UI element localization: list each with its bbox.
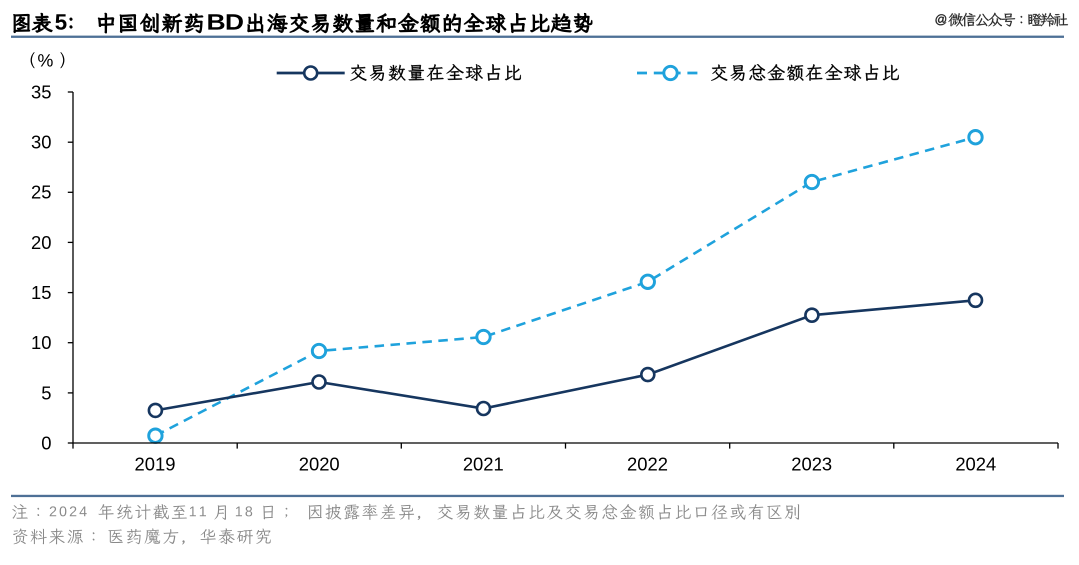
svg-text:20: 20 (31, 232, 51, 253)
svg-text:2023: 2023 (791, 453, 832, 474)
svg-text:2021: 2021 (463, 453, 504, 474)
svg-text:2022: 2022 (627, 453, 668, 474)
svg-text:10: 10 (31, 332, 51, 353)
svg-text:2024: 2024 (955, 453, 996, 474)
svg-text:2019: 2019 (135, 453, 176, 474)
svg-text:2020: 2020 (299, 453, 340, 474)
svg-text:0: 0 (41, 432, 51, 453)
svg-text:35: 35 (31, 81, 51, 102)
svg-text:15: 15 (31, 282, 51, 303)
svg-text:25: 25 (31, 182, 51, 203)
svg-text:30: 30 (31, 132, 51, 153)
svg-text:5: 5 (41, 382, 51, 403)
